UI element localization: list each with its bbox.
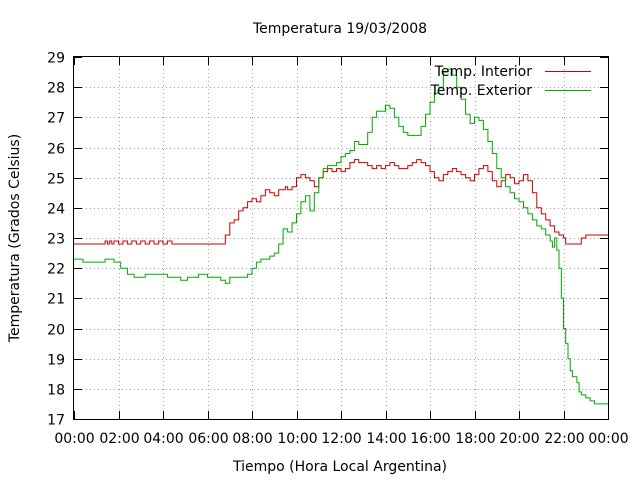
series-layer	[74, 68, 608, 405]
chart-title: Temperatura 19/03/2008	[252, 21, 427, 37]
legend-label: Temp. Exterior	[430, 83, 533, 99]
y-tick-label: 29	[47, 51, 65, 67]
x-tick-label: 10:00	[277, 431, 317, 447]
legend: Temp. Interior Temp. Exterior	[430, 64, 591, 99]
x-tick-label: 14:00	[366, 431, 406, 447]
legend-label: Temp. Interior	[434, 64, 533, 80]
y-tick-label: 20	[47, 323, 65, 339]
x-tick-label: 16:00	[410, 431, 450, 447]
series-line-interior	[74, 159, 608, 245]
x-tick-label: 18:00	[455, 431, 495, 447]
x-tick-label: 04:00	[143, 431, 183, 447]
y-tick-label: 21	[47, 292, 65, 308]
x-tick-label: 20:00	[499, 431, 539, 447]
y-tick-label: 26	[47, 142, 65, 158]
y-tick-label: 18	[47, 383, 65, 399]
y-tick-label: 17	[47, 413, 65, 429]
y-tick-label: 24	[47, 202, 65, 218]
series-line-exterior	[74, 68, 608, 405]
x-tick-label: 08:00	[232, 431, 272, 447]
y-tick-label: 27	[47, 111, 65, 127]
x-tick-label: 22:00	[544, 431, 584, 447]
y-tick-label: 22	[47, 262, 65, 278]
y-tick-label: 25	[47, 172, 65, 188]
x-tick-label: 02:00	[99, 431, 139, 447]
x-axis-label: Tiempo (Hora Local Argentina)	[232, 459, 447, 475]
y-axis-label: Temperatura (Grados Celsius)	[7, 134, 23, 343]
grid-lines	[74, 57, 608, 419]
x-tick-label: 12:00	[321, 431, 361, 447]
x-tick-label: 00:00	[54, 431, 94, 447]
x-tick-label: 00:00	[588, 431, 628, 447]
axis-ticks: 17 18 19 20 21 22 23 24 25 26 27 28 29 00:00 02:00 04:0…	[47, 51, 629, 448]
y-tick-label: 19	[47, 353, 65, 369]
y-tick-label: 23	[47, 232, 65, 248]
y-tick-label: 28	[47, 81, 65, 97]
x-tick-label: 06:00	[188, 431, 228, 447]
plot-frame	[73, 56, 609, 420]
